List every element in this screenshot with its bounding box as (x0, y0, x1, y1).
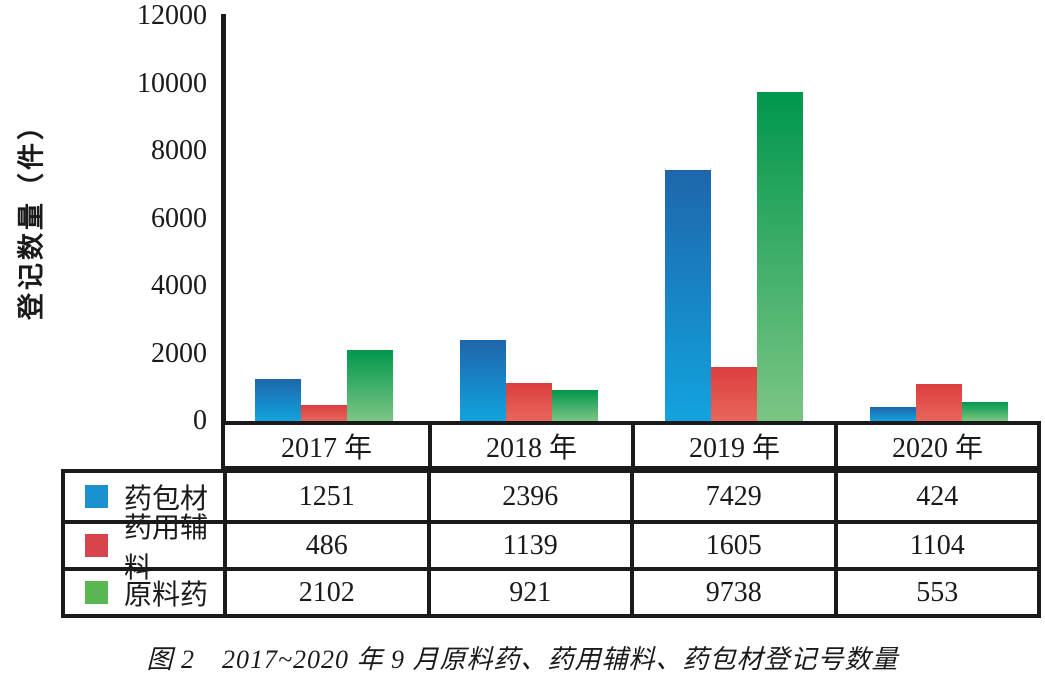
legend-label-packaging: 药包材 (124, 483, 209, 515)
bar-excipients-2019 (711, 367, 757, 421)
y-tick-label-6000: 6000 (151, 202, 207, 234)
bar-excipients-2018 (506, 383, 552, 421)
value-api-2018: 921 (426, 567, 630, 614)
year-header-2019: 2019 年 (631, 425, 834, 466)
value-api-2017: 2102 (223, 567, 427, 614)
bar-packaging-2017 (255, 379, 301, 421)
bar-api-2018 (552, 390, 598, 421)
figure-caption: 图 2 2017~2020 年 9 月原料药、药用辅料、药包材登记号数量 (146, 645, 899, 674)
value-excipients-2018: 1139 (426, 520, 630, 567)
value-packaging-2018: 2396 (426, 473, 631, 520)
year-header-row: 2017 年 2018 年 2019 年 2020 年 (221, 421, 1041, 470)
bar-excipients-2017 (301, 405, 347, 421)
value-packaging-2020: 424 (833, 473, 1038, 520)
value-api-2019: 9738 (630, 567, 834, 614)
legend-swatch-excipients (85, 534, 108, 557)
bar-api-2017 (347, 350, 393, 421)
value-packaging-2019: 7429 (630, 473, 834, 520)
bar-packaging-2018 (460, 340, 506, 421)
legend-row-api: 原料药 (65, 567, 223, 614)
value-excipients-2020: 1104 (833, 520, 1037, 567)
bar-api-2020 (962, 402, 1008, 421)
y-tick-label-10000: 10000 (137, 67, 207, 99)
value-api-2020: 553 (833, 567, 1037, 614)
legend-swatch-api (85, 581, 108, 604)
data-table: 药包材 1251 2396 7429 424 药用辅料 486 1139 1605 1104 原料药… (61, 469, 1041, 618)
y-axis-line (221, 14, 226, 425)
bar-packaging-2019 (665, 170, 711, 421)
legend-row-excipients: 药用辅料 (65, 513, 223, 584)
bar-excipients-2020 (916, 384, 962, 421)
bar-packaging-2020 (870, 407, 916, 421)
y-tick-label-12000: 12000 (137, 0, 207, 31)
value-excipients-2019: 1605 (630, 520, 834, 567)
legend-swatch-packaging (85, 485, 108, 508)
value-packaging-2017: 1251 (223, 473, 427, 520)
y-tick-label-8000: 8000 (151, 135, 207, 166)
bar-api-2019 (757, 92, 803, 421)
y-tick-label-2000: 2000 (151, 337, 207, 369)
legend-row-packaging: 药包材 (65, 473, 223, 520)
y-tick-label-4000: 4000 (151, 270, 207, 301)
y-tick-label-0: 0 (193, 405, 207, 436)
year-header-2018: 2018 年 (428, 425, 631, 466)
year-header-2017: 2017 年 (280, 432, 372, 464)
value-excipients-2017: 486 (223, 520, 427, 567)
legend-label-api: 原料药 (124, 579, 209, 611)
year-header-2020: 2020 年 (834, 425, 1037, 466)
